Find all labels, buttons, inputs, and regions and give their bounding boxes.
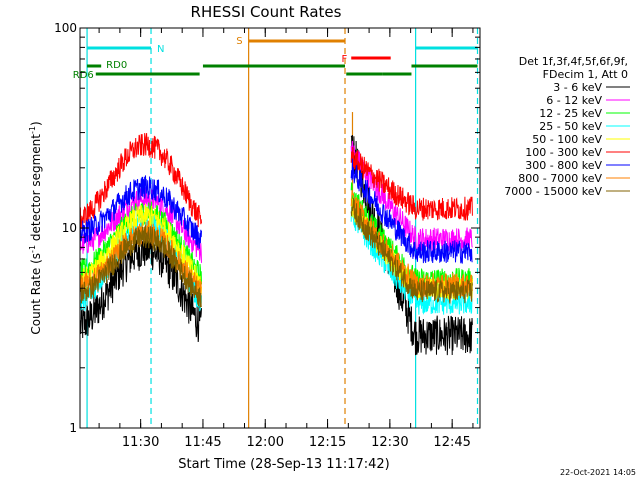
footer-timestamp: 22-Oct-2021 14:05 — [560, 468, 636, 477]
y-tick-label: 100 — [54, 21, 77, 35]
y-axis: 1 10 100 — [54, 21, 480, 435]
x-axis-label: Start Time (28-Sep-13 11:17:42) — [178, 457, 389, 472]
series-line-interval-1 — [79, 175, 202, 249]
flag-label-n: N — [157, 44, 164, 55]
legend-entry-label: 3 - 6 keV — [553, 81, 602, 94]
legend-entry-label: 800 - 7000 keV — [518, 172, 602, 185]
series-line-interval-1 — [79, 230, 202, 343]
legend-entry-label: 6 - 12 keV — [546, 94, 602, 107]
legend-entry-label: 100 - 300 keV — [525, 146, 602, 159]
y-axis-label: Count Rate (s-1 detector segment-1) — [28, 121, 43, 334]
flag-label-rd0: RD0 — [106, 60, 127, 71]
flag-label-rd6: RD6 — [73, 70, 94, 81]
legend-header-line-2: FDecim 1, Att 0 — [543, 68, 628, 81]
x-tick-label: 11:45 — [184, 435, 221, 450]
y-label-sup-1: -1 — [28, 245, 37, 253]
series-line-interval-2 — [350, 201, 473, 315]
y-label-sup-2: -1 — [28, 126, 37, 134]
y-tick-label: 1 — [69, 421, 77, 435]
x-tick-label: 12:30 — [371, 435, 408, 450]
chart-title: RHESSI Count Rates — [191, 3, 342, 21]
x-tick-label: 12:00 — [247, 435, 284, 450]
y-label-part-2: detector segment — [29, 134, 43, 245]
legend-entry-label: 7000 - 15000 keV — [504, 185, 602, 198]
x-tick-label: 12:15 — [309, 435, 346, 450]
x-tick-label: 11:30 — [122, 435, 159, 450]
series-lines — [79, 133, 473, 356]
legend-entry-label: 300 - 800 keV — [525, 159, 602, 172]
y-tick-label: 10 — [62, 221, 77, 235]
x-axis: 11:30 11:45 12:00 12:15 12:30 12:45 — [98, 28, 474, 450]
series-line-interval-1 — [79, 201, 202, 286]
flag-label-s: S — [236, 36, 242, 47]
series-line-interval-2 — [350, 198, 473, 304]
series-line-interval-2 — [350, 158, 473, 264]
y-label-part-3: ) — [29, 121, 43, 126]
y-label-part-1: Count Rate (s — [29, 253, 43, 335]
legend-entry-label: 25 - 50 keV — [539, 120, 602, 133]
series-line-interval-1 — [79, 225, 202, 309]
series-line-interval-2 — [350, 189, 473, 297]
legend-entry-label: 12 - 25 keV — [539, 107, 602, 120]
x-tick-label: 12:45 — [433, 435, 470, 450]
series-line-interval-1 — [79, 133, 202, 230]
series-line-interval-2 — [350, 146, 473, 221]
legend: Det 1f,3f,4f,5f,6f,9f, FDecim 1, Att 0 3… — [504, 55, 630, 198]
series-line-interval-1 — [79, 203, 202, 295]
flag-bars: N S F RD0 RD6 — [73, 36, 478, 81]
flag-label-f: F — [341, 54, 347, 65]
legend-entry-label: 50 - 100 keV — [532, 133, 602, 146]
legend-header-line-1: Det 1f,3f,4f,5f,6f,9f, — [519, 55, 628, 68]
